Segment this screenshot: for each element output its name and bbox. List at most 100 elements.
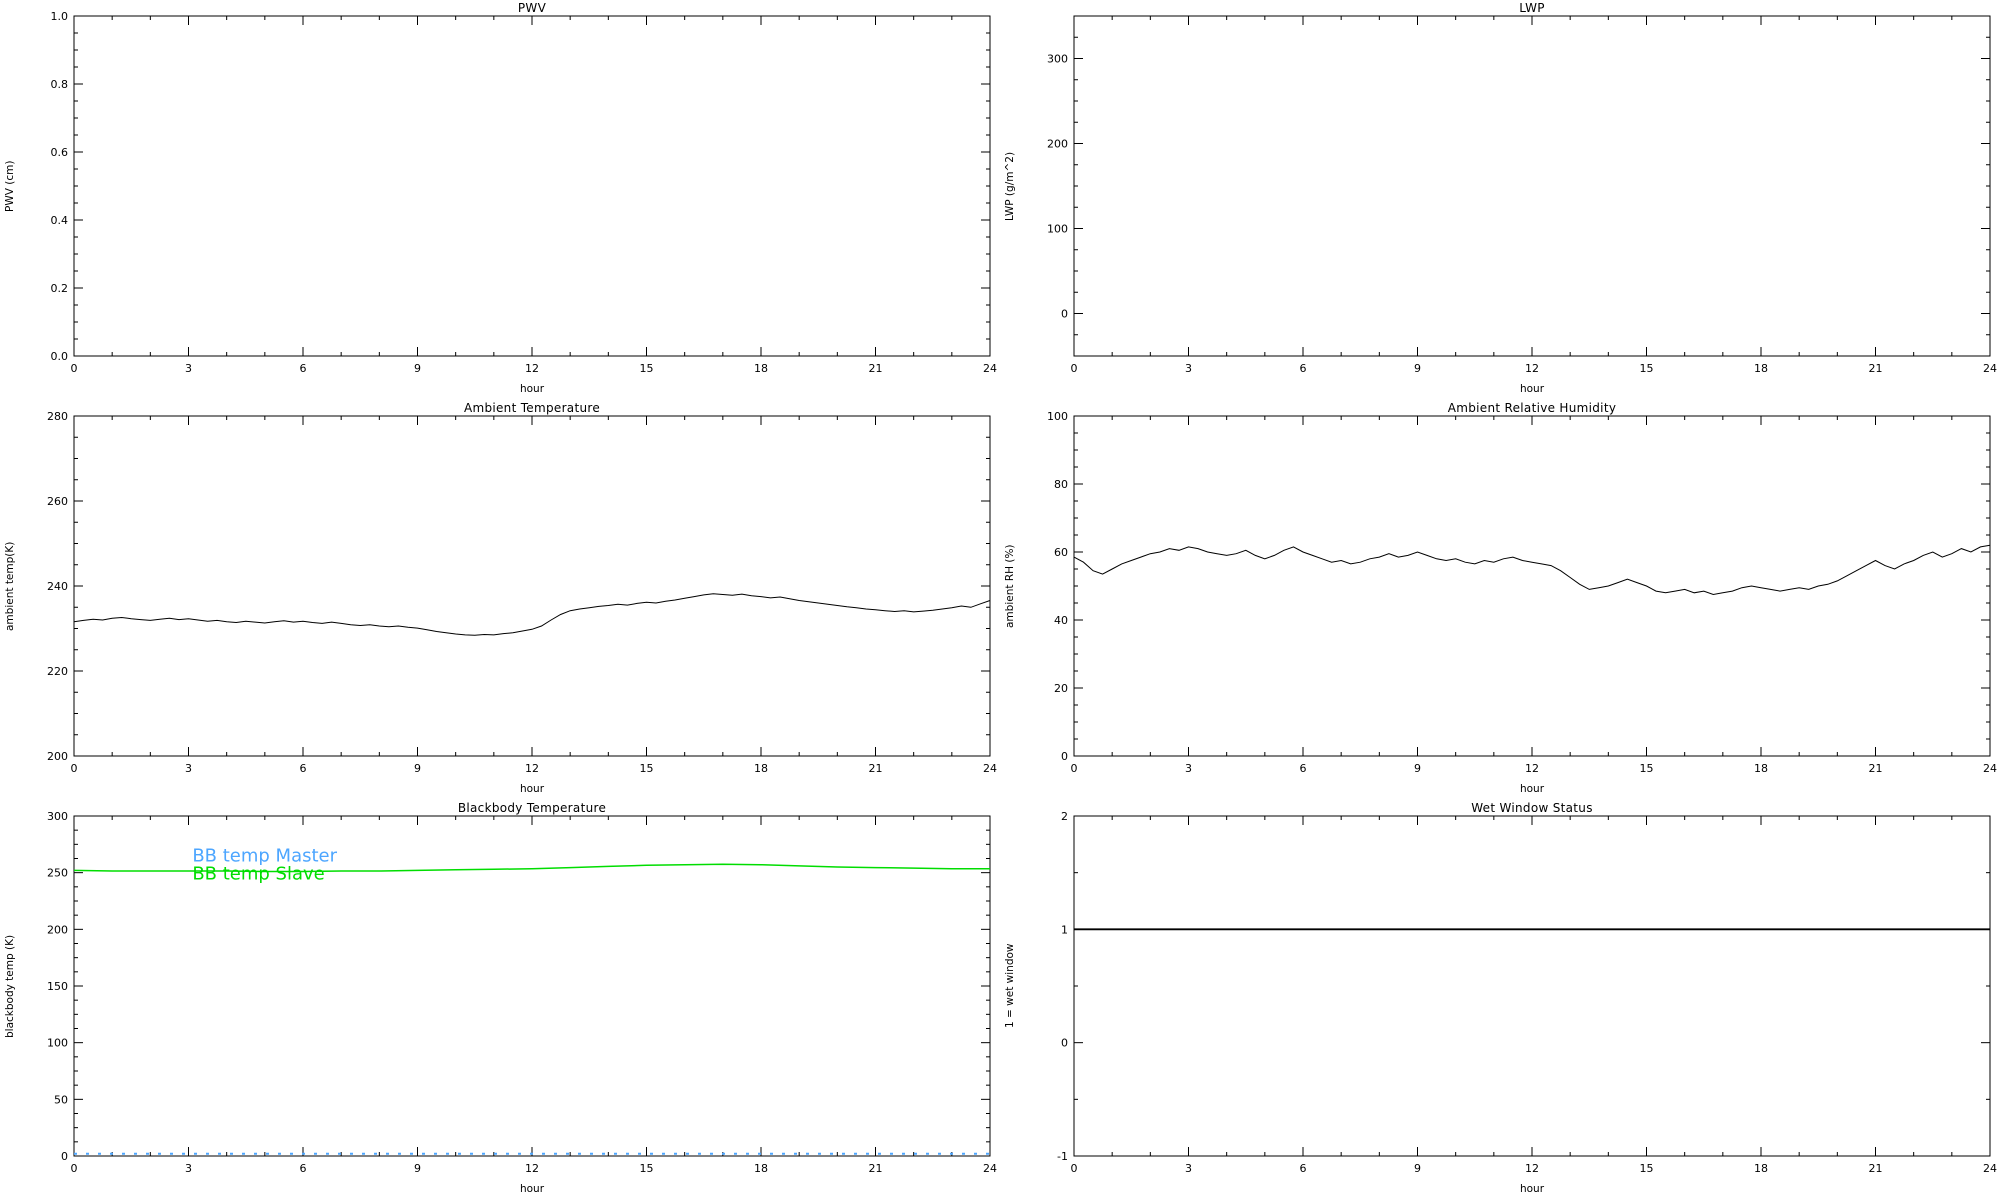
svg-text:6: 6: [300, 362, 307, 375]
svg-text:0: 0: [71, 362, 78, 375]
svg-text:0: 0: [1061, 308, 1068, 321]
svg-text:0.8: 0.8: [51, 78, 69, 91]
svg-text:6: 6: [1300, 362, 1307, 375]
svg-text:12: 12: [525, 362, 539, 375]
svg-text:21: 21: [869, 1162, 883, 1175]
panel-wet-window-status: Wet Window Status 1 = wet window 0 3 6 9 12 1…: [1000, 800, 2000, 1200]
svg-text:9: 9: [1414, 362, 1421, 375]
svg-text:9: 9: [1414, 1162, 1421, 1175]
svg-text:BB temp Slave: BB temp Slave: [192, 863, 324, 884]
svg-text:0: 0: [1071, 762, 1078, 775]
svg-text:6: 6: [1300, 762, 1307, 775]
svg-text:18: 18: [1754, 762, 1768, 775]
svg-text:0: 0: [1071, 1162, 1078, 1175]
svg-text:6: 6: [1300, 1162, 1307, 1175]
svg-text:21: 21: [869, 362, 883, 375]
svg-text:80: 80: [1054, 478, 1068, 491]
x-axis-label-lwp: hour: [1519, 383, 1545, 395]
svg-text:15: 15: [1640, 362, 1654, 375]
svg-text:6: 6: [300, 1162, 307, 1175]
x-axis-label-ambient-temperature: hour: [519, 783, 545, 795]
x-axis-label-blackbody-temperature: hour: [519, 1183, 545, 1195]
chart-title-lwp: LWP: [1519, 1, 1545, 15]
svg-text:24: 24: [983, 1162, 997, 1175]
svg-text:20: 20: [1054, 682, 1068, 695]
svg-text:300: 300: [1047, 53, 1068, 66]
svg-text:0: 0: [71, 1162, 78, 1175]
svg-text:12: 12: [525, 1162, 539, 1175]
svg-text:0.4: 0.4: [51, 214, 69, 227]
svg-text:240: 240: [47, 580, 68, 593]
svg-text:15: 15: [1640, 762, 1654, 775]
chart-title-pwv: PWV: [517, 1, 547, 15]
svg-text:15: 15: [640, 362, 654, 375]
svg-text:0.2: 0.2: [51, 282, 69, 295]
chart-plot-blackbody-temperature: 0 3 6 9 12 15 18 21 24 0 50 100 150 200 250 300 BB temp …: [47, 810, 997, 1175]
svg-text:200: 200: [1047, 138, 1068, 151]
svg-text:50: 50: [54, 1093, 68, 1106]
svg-text:24: 24: [1983, 762, 1997, 775]
svg-text:BB temp Master: BB temp Master: [192, 845, 337, 866]
chart-title-ambient-temperature: Ambient Temperature: [463, 401, 601, 415]
svg-text:21: 21: [1869, 1162, 1883, 1175]
svg-text:300: 300: [47, 810, 68, 823]
svg-text:3: 3: [185, 762, 192, 775]
chart-plot-ambient-relative-humidity: 0 3 6 9 12 15 18 21 24 0 20 40 60 80 100: [1047, 410, 1997, 775]
svg-text:220: 220: [47, 665, 68, 678]
svg-text:9: 9: [414, 362, 421, 375]
svg-text:18: 18: [1754, 362, 1768, 375]
x-axis-label-ambient-relative-humidity: hour: [1519, 783, 1545, 795]
chart-plot-pwv: 0 3 6 9 12 15 18 21 24 0.0 0.2 0.4 0.6 0.8 1.0: [51, 10, 998, 375]
svg-text:100: 100: [1047, 223, 1068, 236]
svg-text:18: 18: [754, 362, 768, 375]
svg-text:12: 12: [525, 762, 539, 775]
x-axis-label-wet-window-status: hour: [1519, 1183, 1545, 1195]
chart-title-ambient-relative-humidity: Ambient Relative Humidity: [1447, 401, 1617, 415]
svg-text:24: 24: [1983, 362, 1997, 375]
svg-text:12: 12: [1525, 762, 1539, 775]
svg-text:0: 0: [61, 1150, 68, 1163]
svg-text:0: 0: [1061, 1037, 1068, 1050]
svg-text:3: 3: [1185, 762, 1192, 775]
svg-text:-1: -1: [1057, 1150, 1068, 1163]
svg-text:40: 40: [1054, 614, 1068, 627]
panel-ambient-relative-humidity: Ambient Relative Humidity ambient RH (%)…: [1000, 400, 2000, 800]
svg-text:200: 200: [47, 750, 68, 763]
chart-title-wet-window-status: Wet Window Status: [1471, 801, 1593, 815]
svg-text:60: 60: [1054, 546, 1068, 559]
chart-plot-ambient-temperature: 0 3 6 9 12 15 18 21 24 200 220 240 260 280: [47, 410, 997, 775]
svg-text:9: 9: [1414, 762, 1421, 775]
panel-blackbody-temperature: Blackbody Temperature blackbody temp (K)…: [0, 800, 1000, 1200]
svg-text:3: 3: [1185, 362, 1192, 375]
svg-text:24: 24: [983, 762, 997, 775]
svg-text:0: 0: [1071, 362, 1078, 375]
svg-text:250: 250: [47, 867, 68, 880]
svg-text:1.0: 1.0: [51, 10, 69, 23]
chart-title-blackbody-temperature: Blackbody Temperature: [457, 801, 607, 815]
x-axis-label-pwv: hour: [519, 383, 545, 395]
svg-text:12: 12: [1525, 1162, 1539, 1175]
panel-pwv: PWV PWV (cm) 0 3 6 9 12 15 18 21 24 0.0 0.2 0.4 0.6 0…: [0, 0, 1000, 400]
svg-text:1: 1: [1061, 923, 1068, 936]
svg-text:0.0: 0.0: [51, 350, 69, 363]
svg-text:12: 12: [1525, 362, 1539, 375]
svg-text:21: 21: [869, 762, 883, 775]
svg-text:15: 15: [640, 762, 654, 775]
svg-text:18: 18: [1754, 1162, 1768, 1175]
svg-text:0: 0: [1061, 750, 1068, 763]
svg-text:9: 9: [414, 1162, 421, 1175]
svg-text:6: 6: [300, 762, 307, 775]
svg-text:3: 3: [185, 1162, 192, 1175]
svg-text:9: 9: [414, 762, 421, 775]
svg-text:3: 3: [1185, 1162, 1192, 1175]
svg-text:24: 24: [1983, 1162, 1997, 1175]
svg-text:15: 15: [1640, 1162, 1654, 1175]
svg-text:3: 3: [185, 362, 192, 375]
svg-text:18: 18: [754, 1162, 768, 1175]
svg-text:0.6: 0.6: [51, 146, 69, 159]
panel-lwp: LWP LWP (g/m^2) 0 3 6 9 12 15 18 21 24 0 100 200 300…: [1000, 0, 2000, 400]
svg-text:0: 0: [71, 762, 78, 775]
